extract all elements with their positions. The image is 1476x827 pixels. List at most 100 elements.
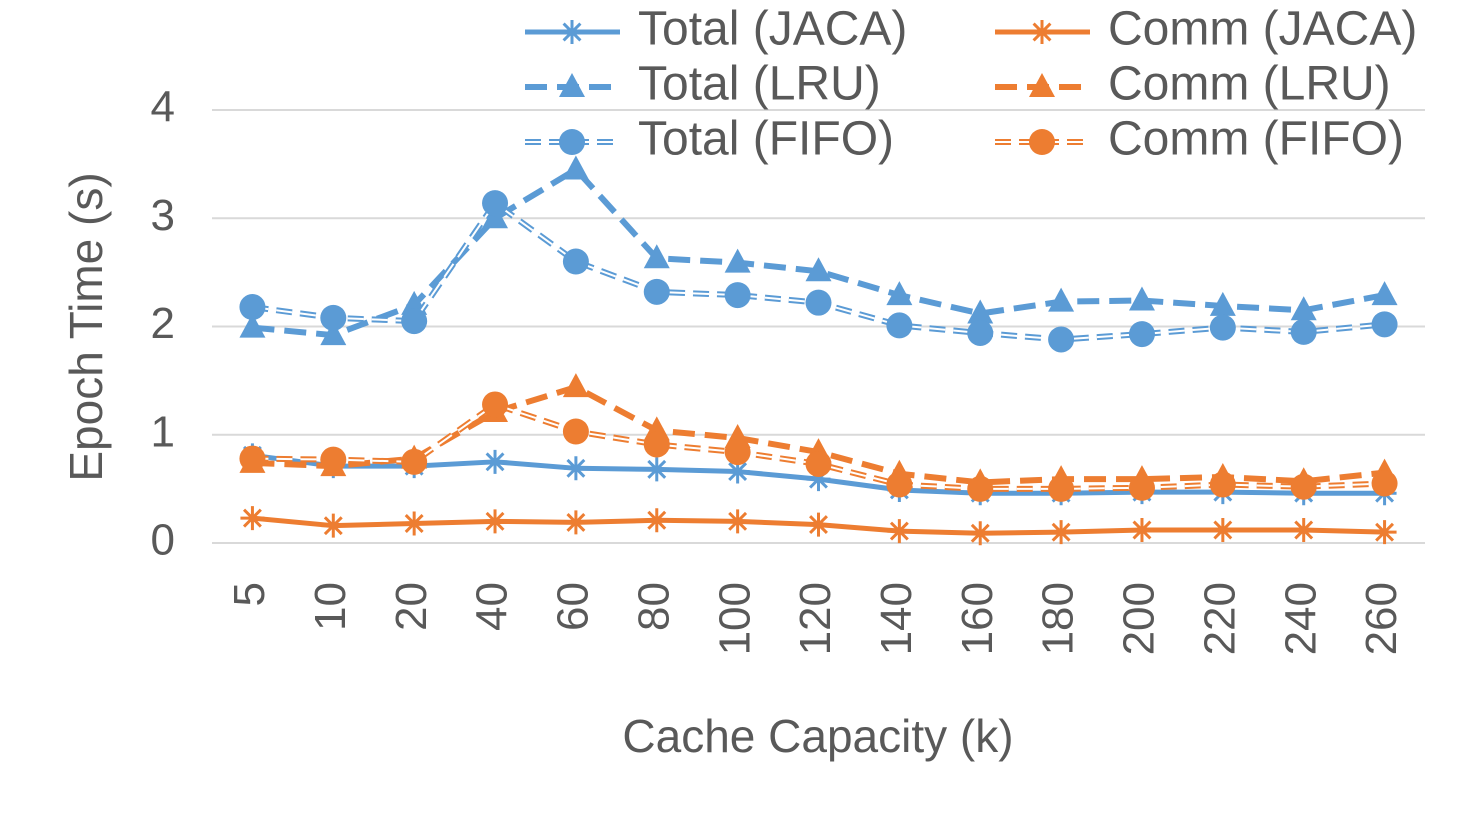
marker <box>1048 475 1075 502</box>
marker <box>644 508 669 533</box>
marker <box>1129 518 1154 543</box>
marker <box>239 445 266 472</box>
marker <box>559 129 585 155</box>
marker <box>1030 20 1054 44</box>
y-tick-label: 2 <box>151 299 175 348</box>
marker <box>482 391 509 418</box>
y-axis-title: Epoch Time (s) <box>60 172 112 481</box>
x-tick-label: 180 <box>1034 582 1083 655</box>
marker <box>725 509 750 534</box>
marker <box>1128 474 1155 501</box>
marker <box>1048 326 1075 353</box>
legend-label: Comm (FIFO) <box>1108 113 1404 166</box>
marker <box>644 457 669 482</box>
marker <box>239 294 266 321</box>
marker <box>1029 73 1055 97</box>
marker <box>1209 291 1236 316</box>
legend-entry: Comm (LRU) <box>995 58 1391 111</box>
x-tick-label: 10 <box>306 582 355 631</box>
marker <box>482 190 509 217</box>
marker <box>1209 471 1236 498</box>
x-tick-label: 20 <box>387 582 436 631</box>
marker <box>724 282 751 309</box>
marker <box>724 439 751 466</box>
x-tick-label: 5 <box>225 582 274 606</box>
marker <box>1371 311 1398 338</box>
legend-entry: Total (FIFO) <box>525 113 894 166</box>
x-tick-label: 80 <box>629 582 678 631</box>
series <box>239 391 1398 502</box>
marker <box>560 20 584 44</box>
marker <box>887 519 912 544</box>
marker <box>805 450 832 477</box>
marker <box>559 73 585 97</box>
marker <box>482 204 509 229</box>
x-tick-label: 40 <box>468 582 517 631</box>
series-line <box>252 166 1386 339</box>
marker <box>1290 473 1317 500</box>
marker <box>1291 518 1316 543</box>
y-tick-label: 0 <box>151 516 175 565</box>
marker <box>402 511 427 536</box>
x-tick-label: 60 <box>549 582 598 631</box>
marker <box>562 248 589 275</box>
legend-entry: Comm (JACA) <box>995 3 1417 56</box>
legend-label: Total (LRU) <box>638 58 881 111</box>
marker <box>886 471 913 498</box>
marker <box>563 456 588 481</box>
marker <box>643 278 670 305</box>
series <box>239 190 1398 353</box>
marker <box>886 281 913 306</box>
marker <box>562 155 589 180</box>
legend-entry: Comm (FIFO) <box>995 113 1404 166</box>
marker <box>320 304 347 331</box>
x-tick-label: 160 <box>953 582 1002 655</box>
marker <box>1209 314 1236 341</box>
legend-entry: Total (JACA) <box>525 3 907 56</box>
legend-label: Comm (LRU) <box>1108 58 1391 111</box>
marker <box>1049 520 1074 545</box>
marker <box>1371 470 1398 497</box>
marker <box>1372 520 1397 545</box>
marker <box>967 299 994 324</box>
marker <box>805 289 832 316</box>
marker <box>240 506 265 531</box>
marker <box>562 418 589 445</box>
legend-entry: Total (LRU) <box>525 58 881 111</box>
x-tick-label: 240 <box>1276 582 1325 655</box>
marker <box>724 248 751 273</box>
marker <box>563 510 588 535</box>
marker <box>967 319 994 346</box>
marker <box>968 521 993 546</box>
legend-label: Comm (JACA) <box>1108 3 1417 56</box>
marker <box>320 321 347 346</box>
legend-label: Total (FIFO) <box>638 113 894 166</box>
marker <box>401 308 428 335</box>
marker <box>886 312 913 339</box>
x-tick-label: 200 <box>1115 582 1164 655</box>
marker <box>401 448 428 475</box>
y-tick-label: 1 <box>151 407 175 456</box>
marker <box>320 446 347 473</box>
marker <box>1371 281 1398 306</box>
x-axis-title: Cache Capacity (k) <box>622 710 1013 762</box>
marker <box>1029 129 1055 155</box>
marker <box>562 373 589 398</box>
marker <box>483 449 508 474</box>
marker <box>239 313 266 338</box>
x-tick-label: 140 <box>872 582 921 655</box>
marker <box>1290 318 1317 345</box>
marker <box>1290 296 1317 321</box>
x-tick-label: 260 <box>1357 582 1406 655</box>
marker <box>1210 518 1235 543</box>
marker <box>805 257 832 282</box>
y-tick-label: 4 <box>151 83 175 132</box>
x-tick-label: 100 <box>710 582 759 655</box>
series <box>240 506 1397 546</box>
marker <box>643 431 670 458</box>
marker <box>483 509 508 534</box>
y-tick-label: 3 <box>151 191 175 240</box>
marker <box>1048 287 1075 312</box>
x-tick-label: 220 <box>1195 582 1244 655</box>
